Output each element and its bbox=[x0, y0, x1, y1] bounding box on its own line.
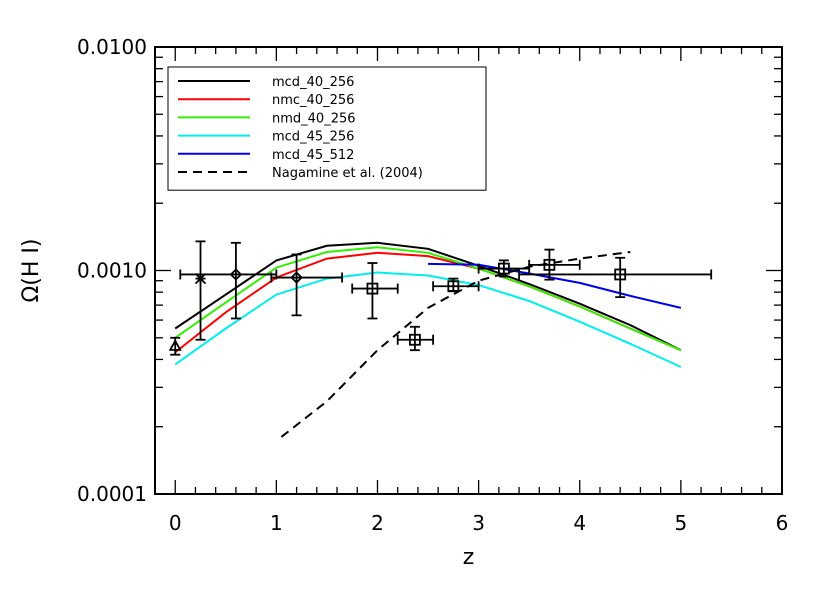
y-axis-title: Ω(H I) bbox=[19, 238, 44, 302]
data-point-square bbox=[351, 262, 399, 320]
legend: mcd_40_256 nmc_40_256 nmd_40_256 mcd_45_256… bbox=[167, 66, 487, 191]
series-line-nagamine-et-al-2004 bbox=[280, 251, 631, 438]
series-lines bbox=[174, 241, 682, 438]
series-line-mcd-40-256 bbox=[174, 241, 682, 352]
observational-data-points bbox=[168, 240, 713, 356]
legend-label: mcd_40_256 bbox=[272, 75, 354, 90]
data-point-square bbox=[518, 256, 713, 299]
data-point-asterisk bbox=[194, 240, 207, 341]
x-tick-label: 4 bbox=[573, 511, 586, 535]
x-axis-title: z bbox=[463, 545, 475, 570]
square-marker bbox=[543, 258, 556, 271]
triangle-marker bbox=[168, 339, 182, 351]
series-line-mcd-45-512 bbox=[427, 262, 682, 309]
data-point-square bbox=[477, 259, 531, 278]
y-tick-label: 0.0100 bbox=[77, 35, 147, 59]
x-tick-label: 0 bbox=[169, 511, 182, 535]
square-marker bbox=[497, 262, 510, 275]
y-tick-label: 0.0001 bbox=[77, 482, 147, 506]
legend-box bbox=[167, 66, 487, 191]
legend-label: mcd_45_512 bbox=[272, 148, 354, 163]
y-tick-label: 0.0010 bbox=[77, 259, 147, 283]
data-point-triangle bbox=[168, 336, 182, 356]
plot-frame bbox=[154, 46, 783, 495]
legend-label: mcd_45_256 bbox=[272, 130, 354, 145]
square-marker bbox=[614, 268, 627, 281]
x-tick-label: 3 bbox=[472, 511, 485, 535]
tick-labels: 0 1 2 3 4 5 6 0.0001 0.0010 0.0100 bbox=[77, 35, 788, 535]
x-tick-label: 5 bbox=[675, 511, 688, 535]
data-point-diamond bbox=[179, 241, 278, 320]
series-line-nmc-40-256 bbox=[174, 251, 682, 354]
legend-label: nmc_40_256 bbox=[272, 93, 354, 108]
square-marker bbox=[447, 280, 460, 293]
data-point-square bbox=[396, 325, 435, 352]
square-marker bbox=[409, 333, 421, 346]
data-point-diamond bbox=[270, 253, 343, 317]
diamond-marker bbox=[229, 268, 243, 281]
square-marker bbox=[366, 282, 379, 295]
series-line-mcd-45-256 bbox=[174, 271, 682, 368]
x-tick-label: 1 bbox=[270, 511, 283, 535]
diamond-marker bbox=[290, 271, 303, 284]
data-point-square bbox=[432, 277, 480, 293]
x-tick-label: 6 bbox=[776, 511, 789, 535]
x-tick-label: 2 bbox=[371, 511, 384, 535]
series-line-nmd-40-256 bbox=[174, 246, 682, 352]
legend-label: Nagamine et al. (2004) bbox=[272, 166, 423, 181]
legend-label: nmd_40_256 bbox=[272, 111, 356, 126]
